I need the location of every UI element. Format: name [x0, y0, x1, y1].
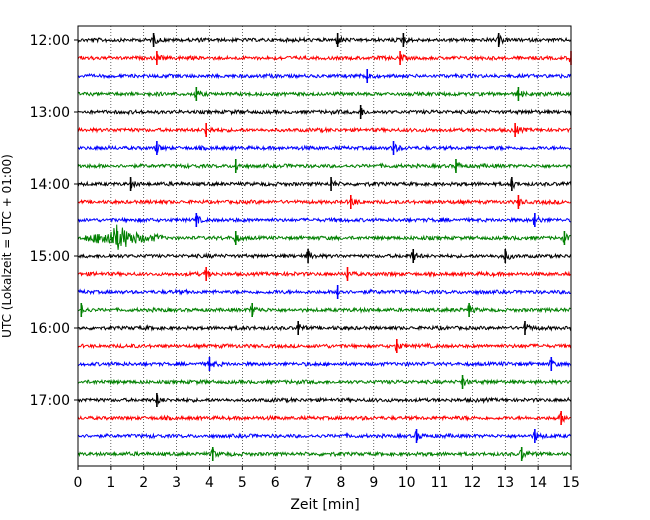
y-tick-label: 14:00 — [30, 177, 70, 193]
trace-1315 — [77, 126, 572, 135]
x-tick-label: 1 — [106, 475, 115, 491]
trace-1545 — [77, 304, 572, 316]
grid-lines — [110, 26, 539, 466]
x-tick-label: 9 — [369, 475, 378, 491]
x-tick-label: 7 — [304, 475, 313, 491]
x-tick-label: 8 — [336, 475, 345, 491]
x-tick-label: 11 — [431, 475, 449, 491]
trace-1215 — [77, 54, 572, 64]
y-tick-label: 15:00 — [30, 249, 70, 265]
trace-1415 — [77, 198, 572, 207]
trace-1200 — [77, 34, 572, 46]
trace-1530 — [77, 288, 572, 296]
trace-1400 — [77, 178, 572, 190]
trace-1715 — [77, 412, 572, 424]
x-axis-label: Zeit [min] — [290, 497, 359, 513]
x-tick-label: 15 — [562, 475, 580, 491]
y-tick-label: 16:00 — [30, 321, 70, 337]
trace-1245 — [77, 90, 572, 99]
x-axis: 0 1 2 3 4 5 6 7 8 9 10 11 12 13 14 15 — [74, 466, 580, 491]
y-tick-label: 13:00 — [30, 105, 70, 121]
x-tick-label: 10 — [398, 475, 416, 491]
x-tick-label: 12 — [463, 475, 481, 491]
plot-frame — [77, 25, 572, 467]
x-tick-label: 0 — [74, 475, 83, 491]
x-tick-label: 5 — [238, 475, 247, 491]
trace-1600 — [77, 323, 572, 332]
x-tick-label: 6 — [271, 475, 280, 491]
trace-1345 — [77, 161, 572, 172]
x-tick-label: 4 — [205, 475, 214, 491]
trace-1445 — [77, 224, 572, 250]
trace-1500 — [77, 248, 572, 261]
traces — [77, 33, 572, 461]
y-axis: 12:00 13:00 14:00 15:00 16:00 17:00 — [30, 33, 78, 409]
trace-1630 — [77, 358, 571, 368]
trace-1645 — [77, 377, 572, 386]
trace-1515 — [77, 269, 572, 280]
trace-1300 — [77, 107, 572, 116]
x-tick-label: 3 — [172, 475, 181, 491]
trace-1745 — [77, 448, 572, 461]
y-tick-label: 17:00 — [30, 393, 70, 409]
trace-1615 — [77, 342, 572, 352]
trace-1700 — [77, 394, 572, 405]
y-tick-label: 12:00 — [30, 33, 70, 49]
y-axis-label: UTC (Lokalzeit = UTC + 01:00) — [0, 154, 14, 338]
x-tick-label: 2 — [139, 475, 148, 491]
trace-1430 — [77, 215, 572, 226]
trace-1230 — [77, 72, 572, 80]
trace-1730 — [77, 430, 572, 441]
trace-1330 — [77, 143, 572, 153]
x-tick-label: 13 — [496, 475, 514, 491]
x-tick-label: 14 — [529, 475, 547, 491]
